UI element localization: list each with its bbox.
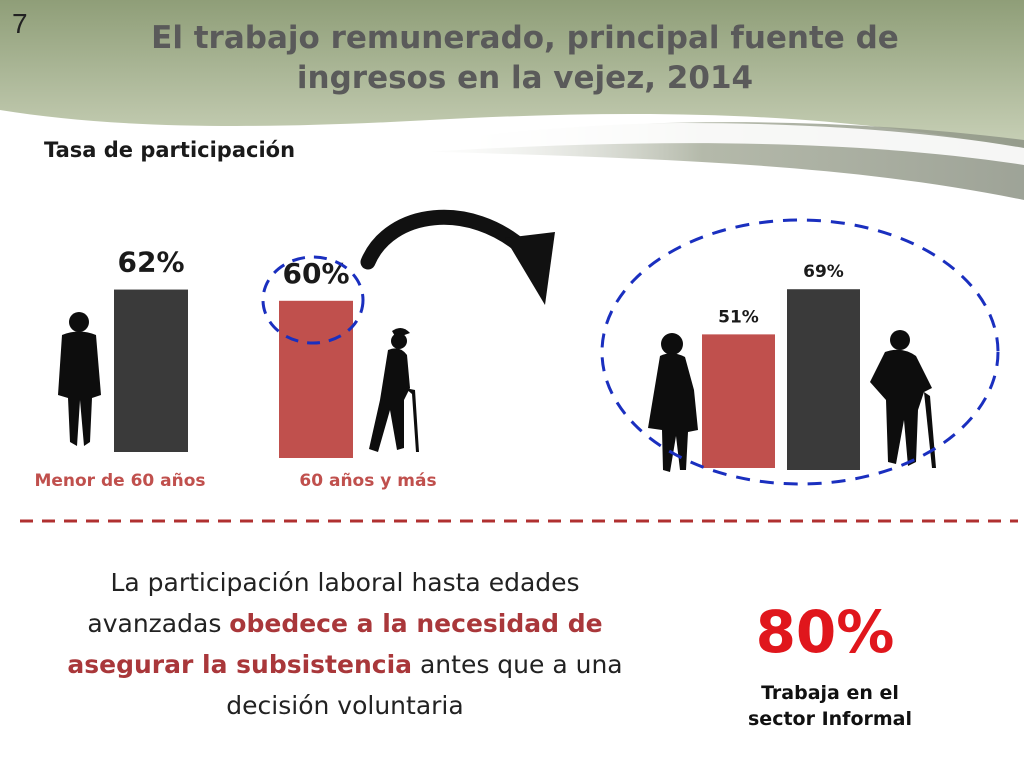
adult-man-silhouette-icon (58, 312, 101, 446)
elderly-man-silhouette-icon (870, 330, 936, 468)
title-line-1: El trabajo remunerado, principal fuente … (151, 20, 899, 56)
explanation-text: La participación laboral hasta edades av… (50, 562, 640, 726)
title-line-2: ingresos en la vejez, 2014 (296, 60, 754, 96)
elderly-woman-silhouette-icon (648, 333, 698, 472)
chart-subtitle: Tasa de participación (44, 138, 296, 162)
informal-sector-percentage: 80% (755, 598, 895, 666)
bar-value-label-sex-60-plus-1: 69% (803, 262, 844, 282)
bar-age-0 (114, 289, 188, 452)
highlight-ellipse-small (261, 255, 365, 345)
slide-number: 7 (12, 8, 28, 39)
bar-sex-60-plus-0 (702, 334, 775, 468)
informal-sector-caption: Trabaja en el sector Informal (700, 680, 960, 732)
participation-chart: 62% Menor de 60 años 60% 60 años y más 51% 69… (20, 209, 1018, 523)
category-label-age-1: 60 años y más (299, 471, 436, 491)
bar-value-label-age-1: 60% (282, 257, 349, 290)
header-band (0, 0, 1024, 150)
bar-age-1 (279, 300, 353, 458)
explanation-highlight: obedece a la necesidad de asegurar la su… (67, 609, 603, 679)
informal-caption-line-2: sector Informal (748, 708, 912, 730)
curved-arrow-icon (360, 209, 555, 305)
white-wave (0, 118, 1024, 165)
bar-sex-60-plus-1 (787, 289, 860, 470)
explanation-part-2: antes que a una decisión voluntaria (226, 650, 623, 720)
slide-title: El trabajo remunerado, principal fuente … (100, 18, 950, 98)
bar-value-label-age-0: 62% (117, 246, 184, 279)
category-label-age-0: Menor de 60 años (34, 471, 205, 491)
highlight-ellipse-large (600, 218, 1000, 486)
explanation-part-1: La participación laboral hasta edades av… (87, 568, 580, 638)
informal-caption-line-1: Trabaja en el (761, 682, 899, 704)
elderly-man-cane-silhouette-icon (369, 327, 419, 452)
bar-value-label-sex-60-plus-0: 51% (718, 307, 759, 327)
